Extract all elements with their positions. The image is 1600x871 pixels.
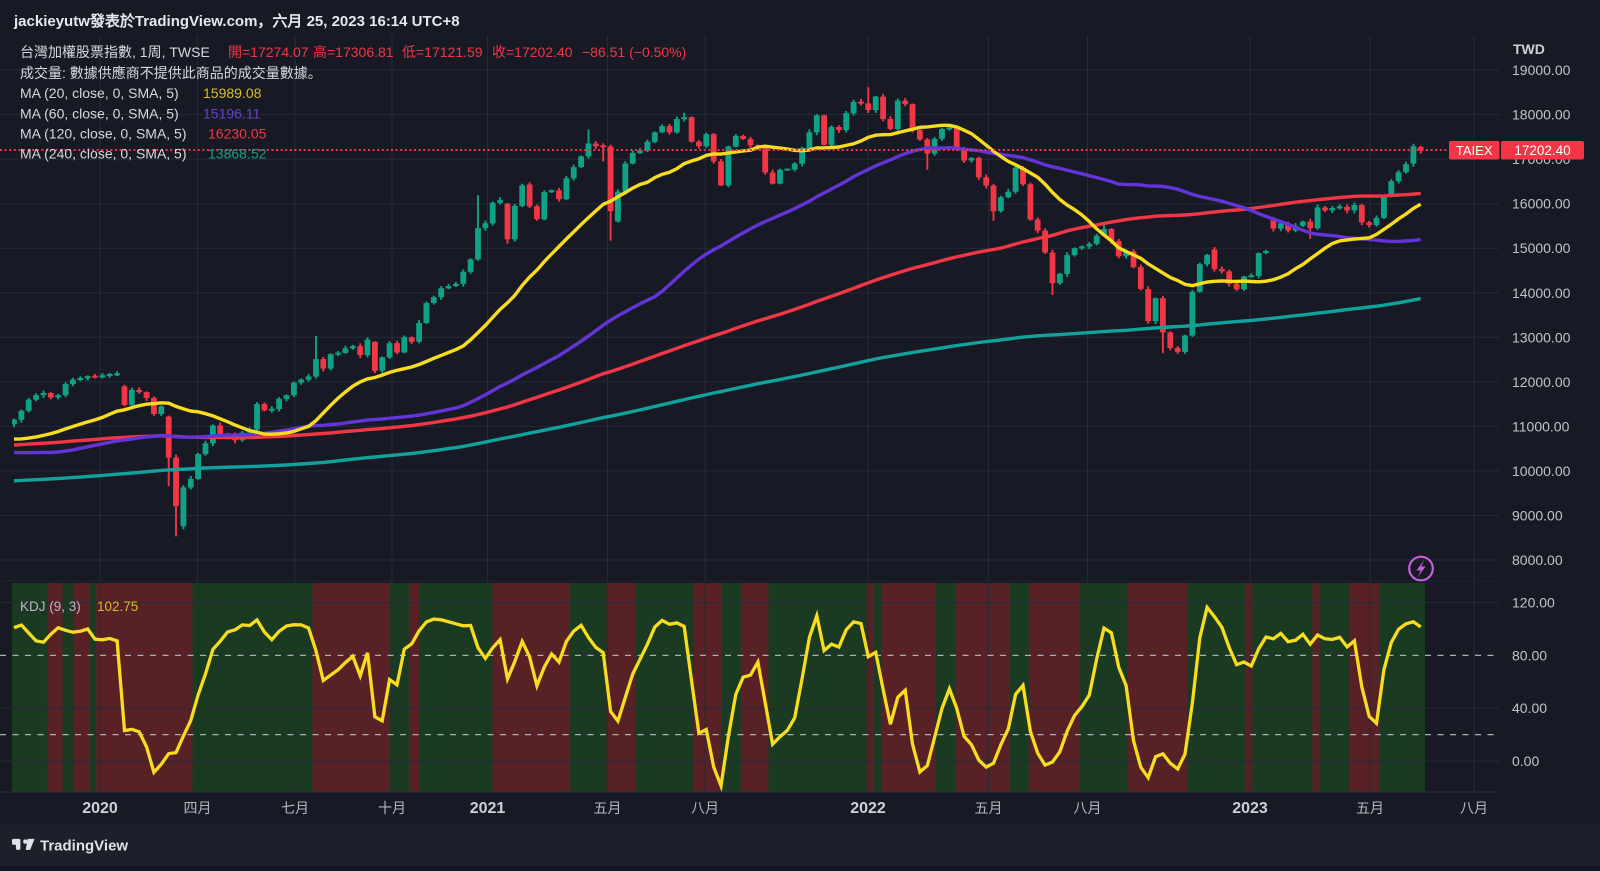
svg-text:MA (120, close, 0, SMA, 5): MA (120, close, 0, SMA, 5) — [20, 126, 187, 142]
svg-text:成交量: 數據供應商不提供此商品的成交量數據。: 成交量: 數據供應商不提供此商品的成交量數據。 — [20, 65, 322, 81]
svg-text:八月: 八月 — [691, 800, 719, 816]
svg-text:15196.11: 15196.11 — [203, 106, 261, 122]
svg-text:15989.08: 15989.08 — [203, 85, 262, 101]
svg-text:120.00: 120.00 — [1512, 595, 1555, 611]
svg-text:MA (240, close, 0, SMA, 5): MA (240, close, 0, SMA, 5) — [20, 146, 187, 162]
svg-text:五月: 五月 — [975, 800, 1003, 816]
svg-text:16230.05: 16230.05 — [208, 126, 267, 142]
svg-text:TWD: TWD — [1513, 41, 1545, 57]
svg-text:2021: 2021 — [470, 800, 506, 817]
svg-text:12000.00: 12000.00 — [1512, 374, 1571, 390]
svg-text:八月: 八月 — [1460, 800, 1488, 816]
svg-text:14000.00: 14000.00 — [1512, 285, 1571, 301]
svg-text:16000.00: 16000.00 — [1512, 196, 1571, 212]
svg-text:80.00: 80.00 — [1512, 647, 1547, 663]
svg-text:八月: 八月 — [1074, 800, 1102, 816]
svg-text:開=17274.07: 開=17274.07 — [228, 44, 309, 60]
svg-text:−86.51 (−0.50%): −86.51 (−0.50%) — [582, 44, 686, 60]
svg-text:0.00: 0.00 — [1512, 753, 1539, 769]
svg-text:高=17306.81: 高=17306.81 — [313, 44, 394, 60]
svg-text:台灣加權股票指數, 1周, TWSE: 台灣加權股票指數, 1周, TWSE — [20, 44, 210, 60]
svg-text:十月: 十月 — [378, 800, 406, 816]
svg-text:13868.52: 13868.52 — [208, 146, 267, 162]
svg-text:18000.00: 18000.00 — [1512, 107, 1571, 123]
svg-text:19000.00: 19000.00 — [1512, 62, 1571, 78]
svg-text:五月: 五月 — [1356, 800, 1384, 816]
svg-text:2020: 2020 — [82, 800, 118, 817]
svg-text:五月: 五月 — [594, 800, 622, 816]
svg-text:13000.00: 13000.00 — [1512, 329, 1571, 345]
svg-text:15000.00: 15000.00 — [1512, 240, 1571, 256]
svg-text:TAIEX: TAIEX — [1456, 143, 1493, 158]
svg-text:9000.00: 9000.00 — [1512, 508, 1563, 524]
svg-text:2023: 2023 — [1232, 800, 1268, 817]
svg-text:102.75: 102.75 — [97, 599, 138, 614]
svg-text:收=17202.40: 收=17202.40 — [492, 44, 573, 60]
svg-text:11000.00: 11000.00 — [1512, 418, 1570, 434]
svg-text:10000.00: 10000.00 — [1512, 463, 1571, 479]
svg-text:40.00: 40.00 — [1512, 700, 1547, 716]
svg-text:MA (60, close, 0, SMA, 5): MA (60, close, 0, SMA, 5) — [20, 106, 179, 122]
svg-text:KDJ (9, 3): KDJ (9, 3) — [20, 599, 81, 614]
svg-text:jackieyutw發表於TradingView.com，六: jackieyutw發表於TradingView.com，六月 25, 2023… — [13, 12, 460, 30]
svg-text:8000.00: 8000.00 — [1512, 552, 1563, 568]
svg-text:TradingView: TradingView — [40, 838, 128, 855]
svg-text:17202.40: 17202.40 — [1514, 143, 1570, 158]
svg-text:MA (20, close, 0, SMA, 5): MA (20, close, 0, SMA, 5) — [20, 85, 179, 101]
svg-text:低=17121.59: 低=17121.59 — [402, 44, 483, 60]
svg-text:七月: 七月 — [281, 800, 309, 816]
svg-text:2022: 2022 — [850, 800, 886, 817]
svg-text:四月: 四月 — [184, 800, 212, 816]
